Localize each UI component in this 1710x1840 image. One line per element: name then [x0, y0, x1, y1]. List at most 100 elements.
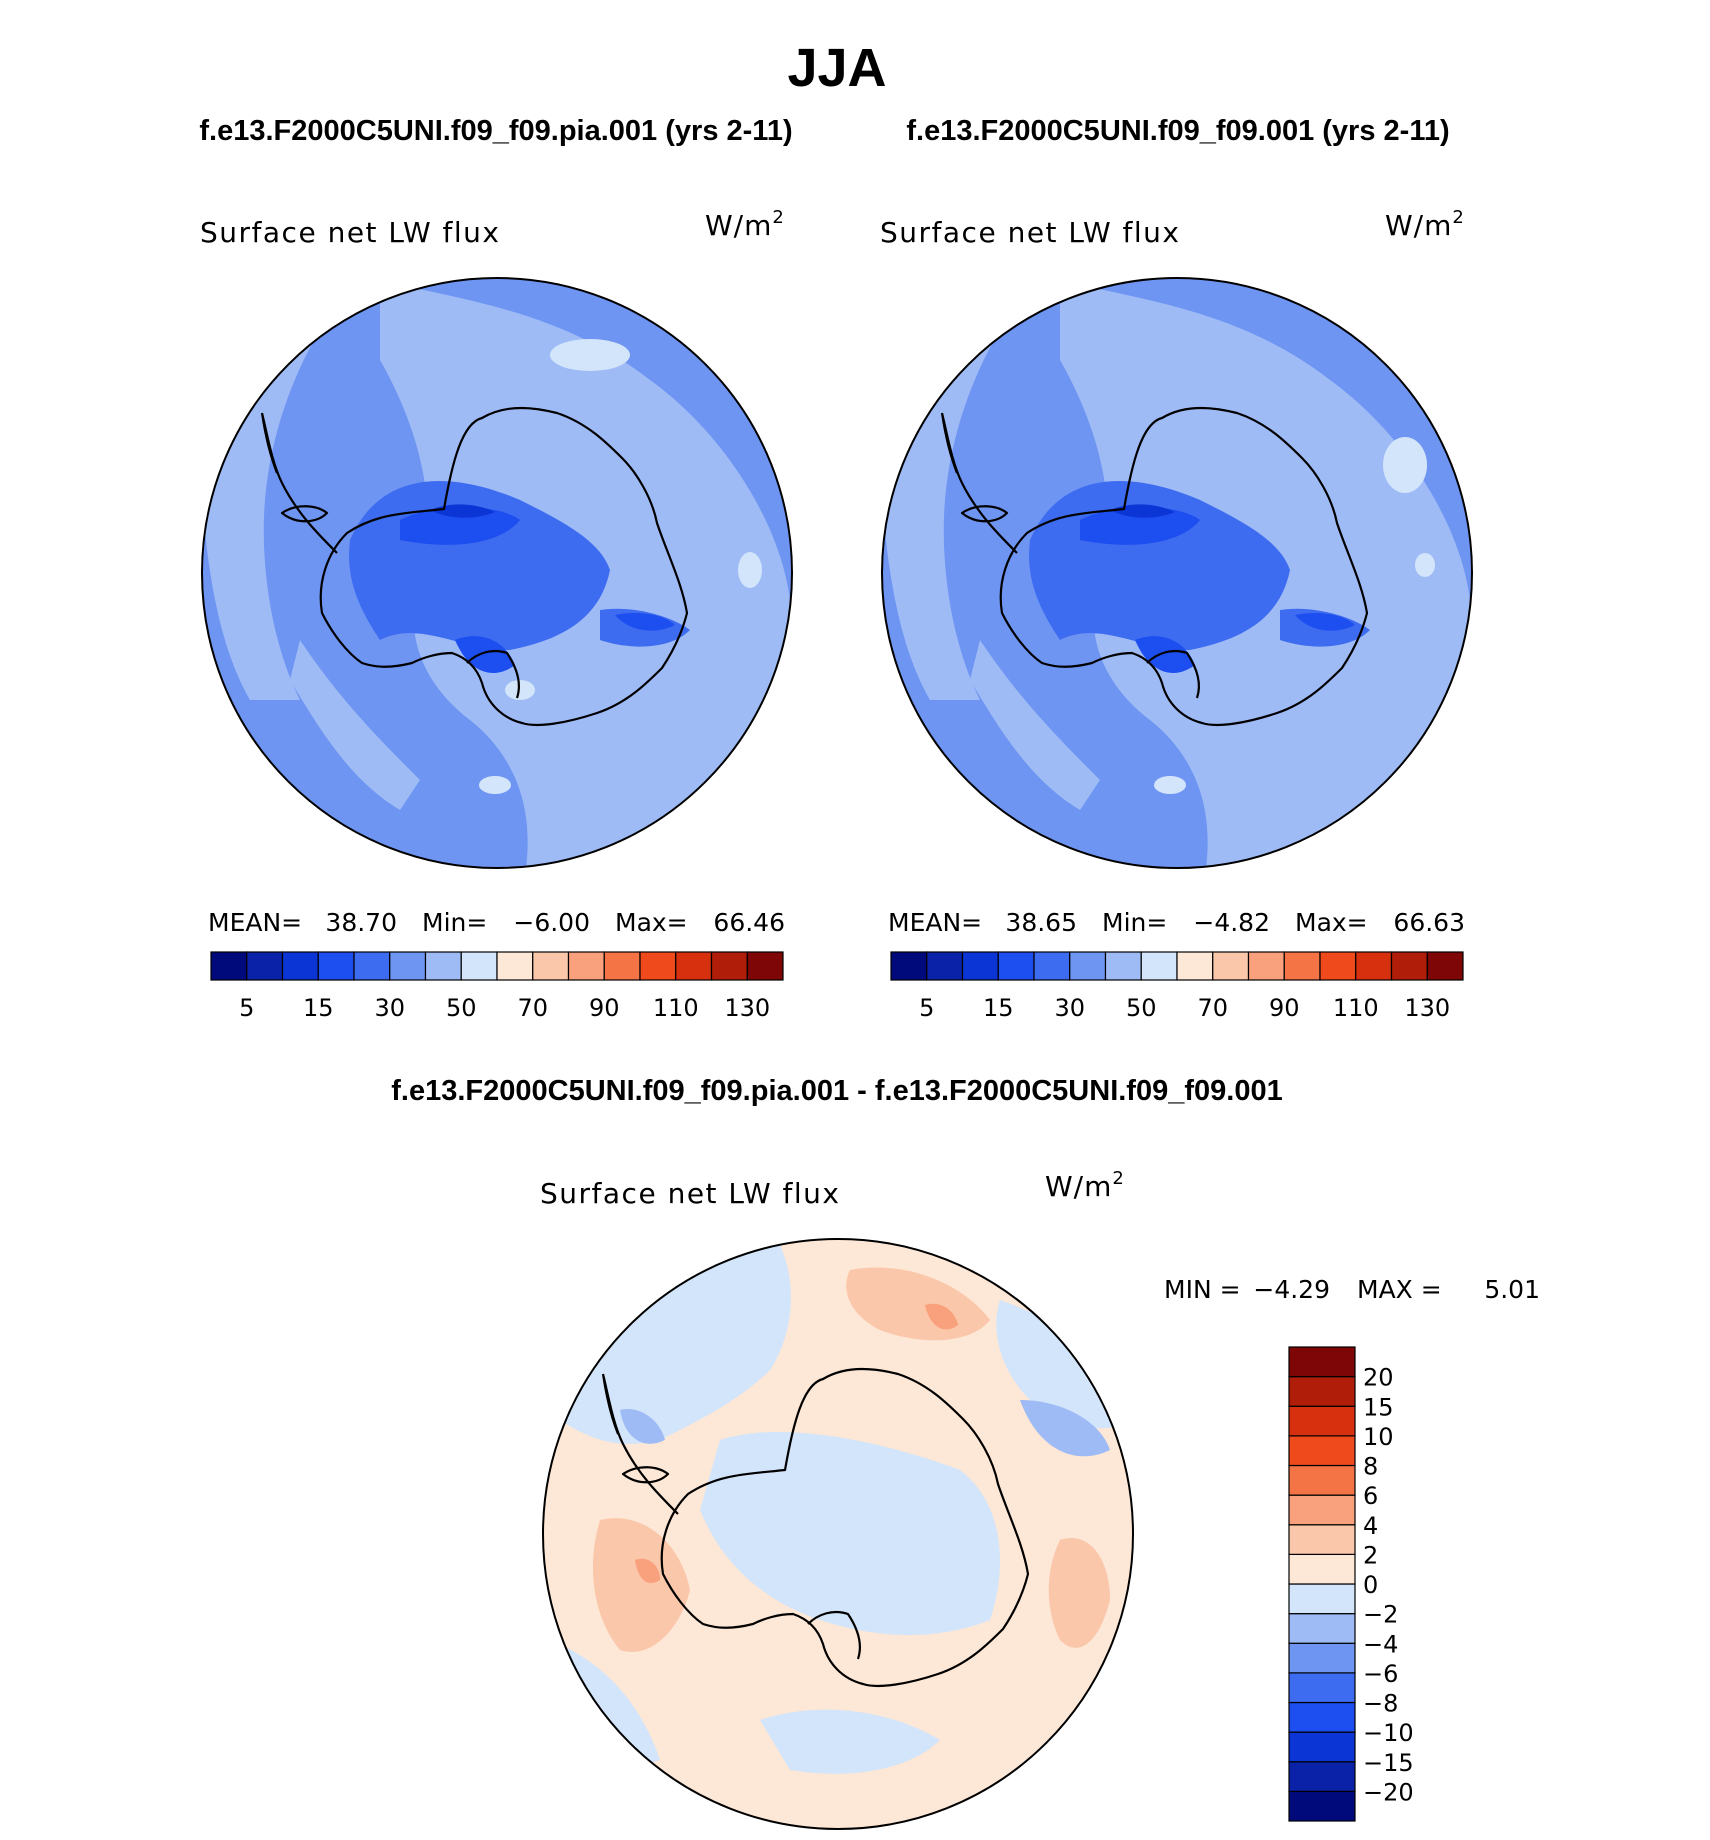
right-colorbar-swatch-10 [1247, 951, 1285, 981]
right-colorbar-tick-label: 5 [919, 994, 934, 1022]
right-colorbar-swatch-7 [1140, 951, 1178, 981]
diff-colorbar-tick-label: −2 [1363, 1601, 1398, 1629]
left-colorbar: 5 15 30 50 70 90 110 130 [210, 951, 784, 1022]
diff-colorbar-tick-label: 2 [1363, 1541, 1378, 1569]
diff-units-label: W/m2 [1045, 1168, 1125, 1203]
right-polar-map [881, 277, 1473, 869]
right-units-label: W/m2 [1385, 207, 1465, 242]
left-field-dark-2 [455, 636, 515, 673]
left-coastline-ross [466, 649, 521, 699]
diff-colorbar-swatch-12 [1288, 1435, 1356, 1467]
diff-field-neg-south [760, 1709, 940, 1774]
right-stats-line: MEAN= 38.65 Min= −4.82 Max= 66.63 [888, 908, 1465, 937]
left-field-darker-1 [430, 504, 495, 518]
diff-colorbar-tick-label: −20 [1363, 1778, 1414, 1806]
diff-field-pos2-west [635, 1558, 660, 1584]
diff-coastline-antarctica [660, 1367, 1030, 1688]
right-colorbar-swatch-0 [890, 951, 928, 981]
left-mean-value: 38.70 [325, 908, 397, 937]
right-field-lightest-3 [1154, 776, 1186, 794]
diff-colorbar-tick-label: −15 [1363, 1749, 1414, 1777]
diff-min-label: MIN = [1164, 1275, 1241, 1304]
right-colorbar-swatch-6 [1104, 951, 1142, 981]
right-min-value: −4.82 [1193, 908, 1270, 937]
left-stats-line: MEAN= 38.70 Min= −6.00 Max= 66.46 [208, 908, 785, 937]
left-colorbar-swatch-2 [281, 951, 319, 981]
right-colorbar: 5 15 30 50 70 90 110 130 [890, 951, 1464, 1022]
diff-colorbar-swatch-6 [1288, 1613, 1356, 1644]
diff-field-neg2-west [620, 1409, 665, 1444]
left-colorbar-swatch-5 [389, 951, 427, 981]
left-colorbar-tick-label: 30 [374, 994, 405, 1022]
right-colorbar-swatch-3 [997, 951, 1035, 981]
diff-stats-line: MIN = −4.29 MAX = 5.01 [1164, 1275, 1540, 1304]
left-field-lightest-2 [738, 552, 762, 588]
left-field-lightest-4 [505, 680, 535, 700]
left-colorbar-tick-label: 15 [303, 994, 334, 1022]
diff-field-pos2-north [925, 1303, 958, 1330]
left-colorbar-swatch-0 [210, 951, 248, 981]
left-colorbar-swatch-12 [639, 951, 677, 981]
diff-colorbar-tick-label: −8 [1363, 1690, 1398, 1718]
diff-colorbar-tick-label: −4 [1363, 1630, 1398, 1658]
right-coastline-antarctica [999, 406, 1369, 727]
left-colorbar-swatch-15 [746, 951, 784, 981]
right-field-lightest-2 [1415, 553, 1435, 577]
diff-colorbar-swatch-14 [1288, 1376, 1356, 1407]
diff-colorbar-swatch-8 [1288, 1553, 1356, 1585]
left-colorbar-swatch-14 [710, 951, 748, 981]
right-field-darker-1 [1110, 504, 1175, 518]
right-colorbar-swatch-11 [1283, 951, 1321, 981]
season-title: JJA [787, 38, 886, 98]
diff-colorbar-swatch-9 [1288, 1524, 1356, 1555]
left-min-label: Min= [422, 908, 487, 937]
diff-coastline-ronne [621, 1466, 670, 1484]
diff-field-neg-center [700, 1431, 1000, 1635]
diff-colorbar-swatch-3 [1288, 1701, 1356, 1733]
left-field-lightest-3 [479, 776, 511, 794]
right-field-light-sw [970, 640, 1100, 810]
diff-colorbar-swatch-15 [1288, 1346, 1356, 1378]
right-max-label: Max= [1295, 908, 1368, 937]
left-min-value: −6.00 [513, 908, 590, 937]
left-max-label: Max= [615, 908, 688, 937]
right-colorbar-swatch-2 [961, 951, 999, 981]
right-colorbar-swatch-4 [1033, 951, 1071, 981]
right-colorbar-tick-label: 30 [1054, 994, 1085, 1022]
left-field-light-sw [290, 640, 420, 810]
diff-colorbar-tick-label: −6 [1363, 1660, 1398, 1688]
left-colorbar-swatch-10 [567, 951, 605, 981]
diff-colorbar-tick-label: 8 [1363, 1453, 1378, 1481]
right-colorbar-swatch-8 [1176, 951, 1214, 981]
right-field-dark-2 [1135, 636, 1195, 673]
left-colorbar-tick-label: 70 [517, 994, 548, 1022]
right-colorbar-tick-label: 15 [983, 994, 1014, 1022]
diff-max-value: 5.01 [1484, 1275, 1540, 1304]
left-colorbar-tick-label: 90 [589, 994, 620, 1022]
left-coastline-peninsula [260, 412, 338, 554]
right-mean-value: 38.65 [1005, 908, 1077, 937]
diff-colorbar-swatch-1 [1288, 1761, 1356, 1792]
right-coastline-ronne [960, 505, 1009, 523]
left-colorbar-swatch-11 [603, 951, 641, 981]
right-field-dark-3 [1295, 613, 1355, 631]
diff-max-label: MAX = [1357, 1275, 1442, 1304]
right-min-label: Min= [1102, 908, 1167, 937]
left-field-dark-1 [400, 506, 520, 545]
left-colorbar-swatch-1 [246, 951, 284, 981]
diff-colorbar-tick-label: 15 [1363, 1393, 1394, 1421]
left-variable-label: Surface net LW flux [200, 216, 501, 249]
left-colorbar-tick-label: 130 [724, 994, 770, 1022]
right-field-lightest-1 [1383, 437, 1427, 493]
right-colorbar-swatch-13 [1355, 951, 1393, 981]
left-field-lightest-1 [550, 339, 630, 371]
left-colorbar-swatch-9 [532, 951, 570, 981]
right-colorbar-swatch-5 [1069, 951, 1107, 981]
right-colorbar-tick-label: 130 [1404, 994, 1450, 1022]
left-colorbar-tick-label: 5 [239, 994, 254, 1022]
diff-colorbar-tick-label: 20 [1363, 1364, 1394, 1392]
right-colorbar-tick-label: 90 [1269, 994, 1300, 1022]
diff-colorbar-tick-label: 0 [1363, 1571, 1378, 1599]
right-case-title: f.e13.F2000C5UNI.f09_f09.001 (yrs 2-11) [906, 115, 1449, 147]
